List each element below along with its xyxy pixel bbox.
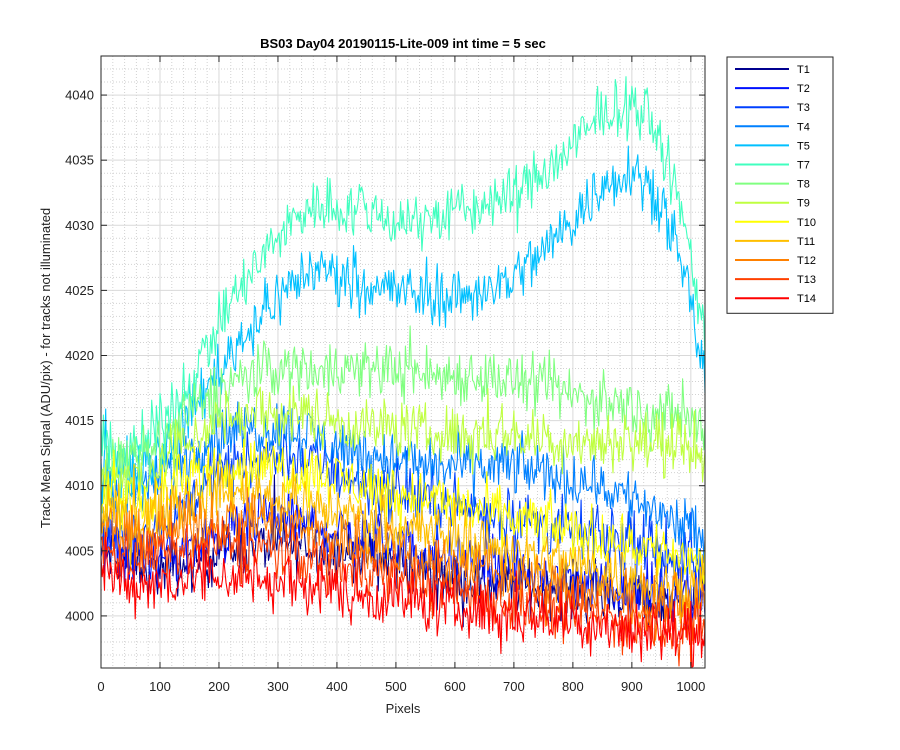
- legend-label-t14: T14: [797, 293, 816, 305]
- legend-box: [726, 56, 834, 314]
- series-line-t9: [100, 385, 706, 511]
- series-line-t11: [100, 461, 706, 625]
- x-tick-label: 100: [149, 679, 171, 694]
- x-tick-label: 600: [444, 679, 466, 694]
- x-axis-label: Pixels: [386, 701, 421, 716]
- series-line-t7: [100, 76, 706, 484]
- legend-label-t12: T12: [797, 255, 816, 267]
- x-tick-labels: 0 100 200 300 400 500 600 700 800 900 1000: [97, 679, 705, 694]
- legend-label-t5: T5: [797, 140, 810, 152]
- legend-label-t8: T8: [797, 179, 810, 191]
- series-line-t8: [100, 325, 706, 485]
- x-tick-label: 800: [562, 679, 584, 694]
- legend-label-t4: T4: [797, 121, 810, 133]
- y-tick-labels: 4000 4005 4010 4015 4020 4025 4030 4035 4040: [65, 88, 94, 624]
- legend-label-t3: T3: [797, 102, 810, 114]
- legend-label-t2: T2: [797, 83, 810, 95]
- x-tick-label: 700: [503, 679, 525, 694]
- series-line-t4: [100, 401, 706, 567]
- legend-label-t10: T10: [797, 217, 816, 229]
- x-tick-label: 300: [267, 679, 289, 694]
- y-tick-label: 4030: [65, 218, 94, 233]
- y-tick-label: 4005: [65, 543, 94, 558]
- series-line-t13: [100, 517, 706, 667]
- series-line-t3: [100, 431, 706, 592]
- y-axis-label: Track Mean Signal (ADU/pix) - for tracks…: [38, 208, 53, 528]
- y-tick-label: 4020: [65, 348, 94, 363]
- tick-marks: [100, 56, 705, 668]
- legend-label-t7: T7: [797, 160, 810, 172]
- x-tick-label: 1000: [676, 679, 705, 694]
- y-tick-label: 4010: [65, 478, 94, 493]
- series-line-t14: [100, 531, 706, 668]
- x-tick-label: 500: [385, 679, 407, 694]
- x-tick-label: 0: [97, 679, 104, 694]
- y-tick-label: 4000: [65, 608, 94, 623]
- x-tick-label: 200: [208, 679, 230, 694]
- x-tick-label: 400: [326, 679, 348, 694]
- series-layer: [100, 76, 706, 668]
- legend-label-t1: T1: [797, 64, 810, 76]
- legend: T1 T2 T3 T4 T5 T7 T8 T9 T10 T11 T12 T13 T14: [726, 56, 834, 314]
- y-tick-label: 4035: [65, 153, 94, 168]
- y-tick-label: 4015: [65, 413, 94, 428]
- legend-label-t13: T13: [797, 274, 816, 286]
- x-tick-label: 900: [621, 679, 643, 694]
- series-line-t12: [100, 486, 706, 641]
- y-tick-label: 4025: [65, 283, 94, 298]
- series-line-t5: [100, 145, 706, 514]
- chart-title: BS03 Day04 20190115-Lite-009 int time = …: [260, 36, 546, 51]
- plot-frame: [100, 55, 706, 669]
- plot-area: [100, 55, 706, 669]
- legend-label-t9: T9: [797, 198, 810, 210]
- series-line-t10: [100, 437, 706, 585]
- legend-label-t11: T11: [797, 236, 815, 248]
- y-tick-label: 4040: [65, 88, 94, 103]
